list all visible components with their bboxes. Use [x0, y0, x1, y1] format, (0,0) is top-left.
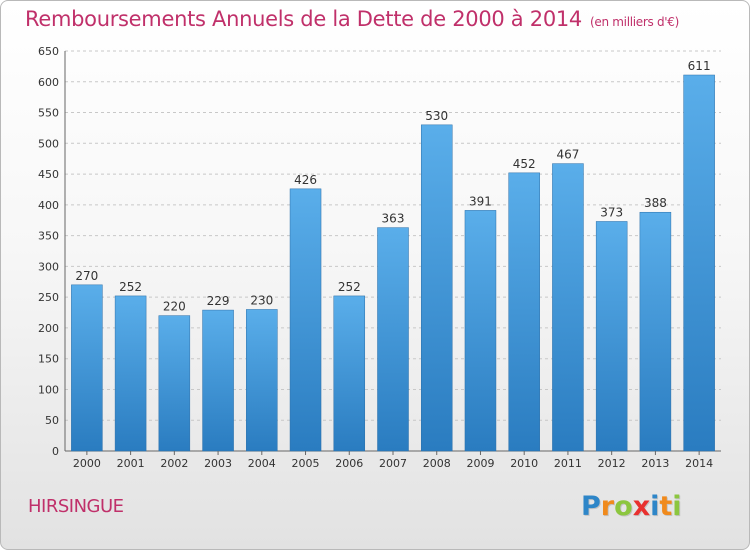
y-tick-label: 300	[38, 260, 59, 273]
bar-2014	[683, 74, 715, 452]
data-label-2014: 611	[688, 59, 711, 73]
data-label-2002: 220	[163, 300, 186, 314]
x-tick-label-2005: 2005	[292, 457, 320, 470]
data-label-2000: 270	[75, 269, 98, 283]
x-tick-label-2009: 2009	[466, 457, 494, 470]
y-tick-label: 200	[38, 322, 59, 335]
logo-letter: x	[632, 491, 651, 522]
y-tick-label: 150	[38, 353, 59, 366]
data-label-2007: 363	[382, 212, 405, 226]
logo-letter: t	[659, 491, 673, 522]
x-tick-label-2000: 2000	[73, 457, 101, 470]
data-label-2004: 230	[250, 293, 273, 307]
proxiti-logo[interactable]: Proxiti	[581, 491, 682, 522]
data-label-2013: 388	[644, 196, 667, 210]
y-tick-label: 100	[38, 383, 59, 396]
x-tick-label-2008: 2008	[423, 457, 451, 470]
bar-2006	[333, 295, 366, 452]
x-tick-label-2011: 2011	[554, 457, 582, 470]
logo-letter: r	[600, 491, 615, 522]
logo-letter: o	[614, 491, 633, 522]
bar-2008	[420, 124, 453, 452]
y-tick-label: 550	[38, 107, 59, 120]
y-tick-label: 50	[45, 414, 59, 427]
data-label-2008: 530	[425, 109, 448, 123]
bar-2001	[114, 295, 147, 452]
bar-2011	[552, 163, 584, 452]
y-tick-label: 400	[38, 199, 59, 212]
y-tick-label: 0	[52, 445, 59, 458]
chart-title: Remboursements Annuels de la Dette de 20…	[25, 7, 679, 31]
bar-2012	[595, 221, 628, 452]
data-label-2005: 426	[294, 173, 317, 187]
x-tick-label-2014: 2014	[685, 457, 713, 470]
logo-letter: i	[650, 491, 660, 522]
y-tick-label: 250	[38, 291, 59, 304]
x-tick-label-2006: 2006	[335, 457, 363, 470]
y-tick-label: 350	[38, 230, 59, 243]
x-tick-label-2001: 2001	[117, 457, 145, 470]
logo-letter: i	[672, 491, 682, 522]
x-tick-label-2013: 2013	[641, 457, 669, 470]
x-tick-label-2007: 2007	[379, 457, 407, 470]
x-tick-label-2010: 2010	[510, 457, 538, 470]
data-label-2009: 391	[469, 194, 492, 208]
bar-2013	[639, 211, 672, 452]
bar-2000	[71, 284, 103, 452]
y-tick-label: 600	[38, 76, 59, 89]
data-label-2011: 467	[556, 148, 579, 162]
y-tick-label: 500	[38, 137, 59, 150]
chart-unit: (en milliers d'€)	[590, 15, 680, 29]
x-tick-label-2012: 2012	[598, 457, 626, 470]
x-tick-label-2004: 2004	[248, 457, 276, 470]
data-labels: 270 252 220 229 230 426 252 363 530 391 452 467 373 3…	[75, 59, 710, 314]
bars	[71, 74, 715, 452]
logo-letter: P	[581, 491, 601, 522]
x-axis: 2000 2001 2002 2003 2004 2005 2006 2007 2008 2009…	[73, 451, 713, 470]
y-tick-label: 450	[38, 168, 59, 181]
town-name: HIRSINGUE	[28, 496, 124, 517]
bar-2003	[202, 309, 234, 452]
data-label-2001: 252	[119, 280, 142, 294]
data-label-2003: 229	[207, 294, 230, 308]
bar-2002	[158, 315, 191, 452]
y-tick-label: 650	[38, 45, 59, 58]
bar-2007	[377, 227, 409, 452]
bar-2010	[508, 172, 540, 452]
bar-2009	[464, 210, 497, 452]
data-label-2012: 373	[600, 205, 623, 219]
bar-2005	[289, 188, 322, 452]
chart-title-text: Remboursements Annuels de la Dette de 20…	[25, 7, 582, 31]
bar-2004	[246, 309, 278, 452]
data-label-2010: 452	[513, 157, 536, 171]
x-tick-label-2003: 2003	[204, 457, 232, 470]
data-label-2006: 252	[338, 280, 361, 294]
x-tick-label-2002: 2002	[160, 457, 188, 470]
